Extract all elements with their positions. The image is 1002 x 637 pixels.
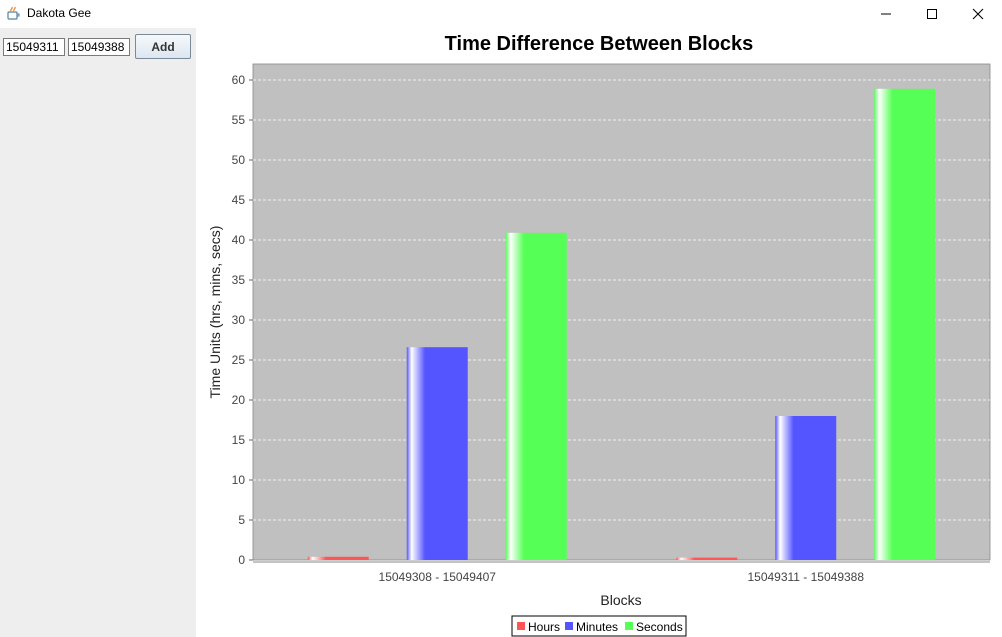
control-panel: Add — [0, 28, 196, 637]
maximize-button[interactable] — [909, 0, 955, 28]
y-tick-label: 25 — [232, 353, 246, 367]
minimize-icon — [881, 13, 891, 15]
y-tick-label: 5 — [238, 513, 245, 527]
java-app-icon — [7, 6, 20, 20]
bar-seconds-1 — [505, 232, 567, 561]
chart-title: Time Difference Between Blocks — [445, 33, 754, 55]
y-tick-label: 35 — [232, 273, 246, 287]
window-title: Dakota Gee — [27, 6, 92, 20]
y-tick-label: 0 — [238, 553, 245, 567]
legend-swatch-hours — [517, 622, 525, 630]
bar-chart: Time Difference Between Blocks 0 5 10 15 20 2… — [207, 33, 991, 637]
end-block-input[interactable] — [68, 38, 130, 56]
chart-legend: Hours Minutes Seconds — [511, 615, 687, 637]
close-icon — [972, 8, 984, 20]
x-axis-title: Blocks — [600, 592, 641, 608]
legend-label-hours: Hours — [528, 620, 560, 634]
bar-seconds-2 — [874, 88, 936, 561]
y-tick-label: 40 — [232, 233, 246, 247]
legend-label-seconds: Seconds — [636, 620, 683, 634]
y-axis-title: Time Units (hrs, mins, secs) — [207, 226, 223, 399]
y-tick-label: 20 — [232, 393, 246, 407]
add-button[interactable]: Add — [135, 34, 191, 59]
window-titlebar: Dakota Gee — [0, 0, 1002, 28]
bar-series — [307, 88, 936, 561]
x-tick-label: 15049308 - 15049407 — [379, 570, 497, 584]
y-tick-label: 45 — [232, 193, 246, 207]
close-button[interactable] — [955, 0, 1001, 28]
y-axis-ticks: 0 5 10 15 20 25 30 35 40 45 50 55 60 — [232, 73, 990, 567]
y-tick-label: 30 — [232, 313, 246, 327]
y-tick-label: 15 — [232, 433, 246, 447]
legend-box — [511, 615, 687, 637]
plot-area — [252, 63, 991, 561]
bar-hours-1 — [307, 556, 369, 560]
legend-swatch-seconds — [625, 622, 633, 630]
minimize-button[interactable] — [863, 0, 909, 28]
bar-hours-2 — [676, 557, 738, 560]
legend-swatch-minutes — [565, 622, 573, 630]
bar-minutes-2 — [775, 416, 837, 560]
grid-lines — [253, 79, 990, 521]
x-tick-label: 15049311 - 15049388 — [747, 570, 864, 584]
y-tick-label: 60 — [232, 73, 246, 87]
y-tick-label: 10 — [232, 473, 246, 487]
bar-minutes-1 — [406, 347, 468, 560]
y-tick-label: 50 — [232, 153, 246, 167]
x-axis-ticks: 15049308 - 15049407 15049311 - 15049388 — [379, 570, 865, 584]
maximize-icon — [927, 9, 937, 19]
start-block-input[interactable] — [3, 38, 65, 56]
y-tick-label: 55 — [232, 113, 246, 127]
legend-label-minutes: Minutes — [576, 620, 618, 634]
